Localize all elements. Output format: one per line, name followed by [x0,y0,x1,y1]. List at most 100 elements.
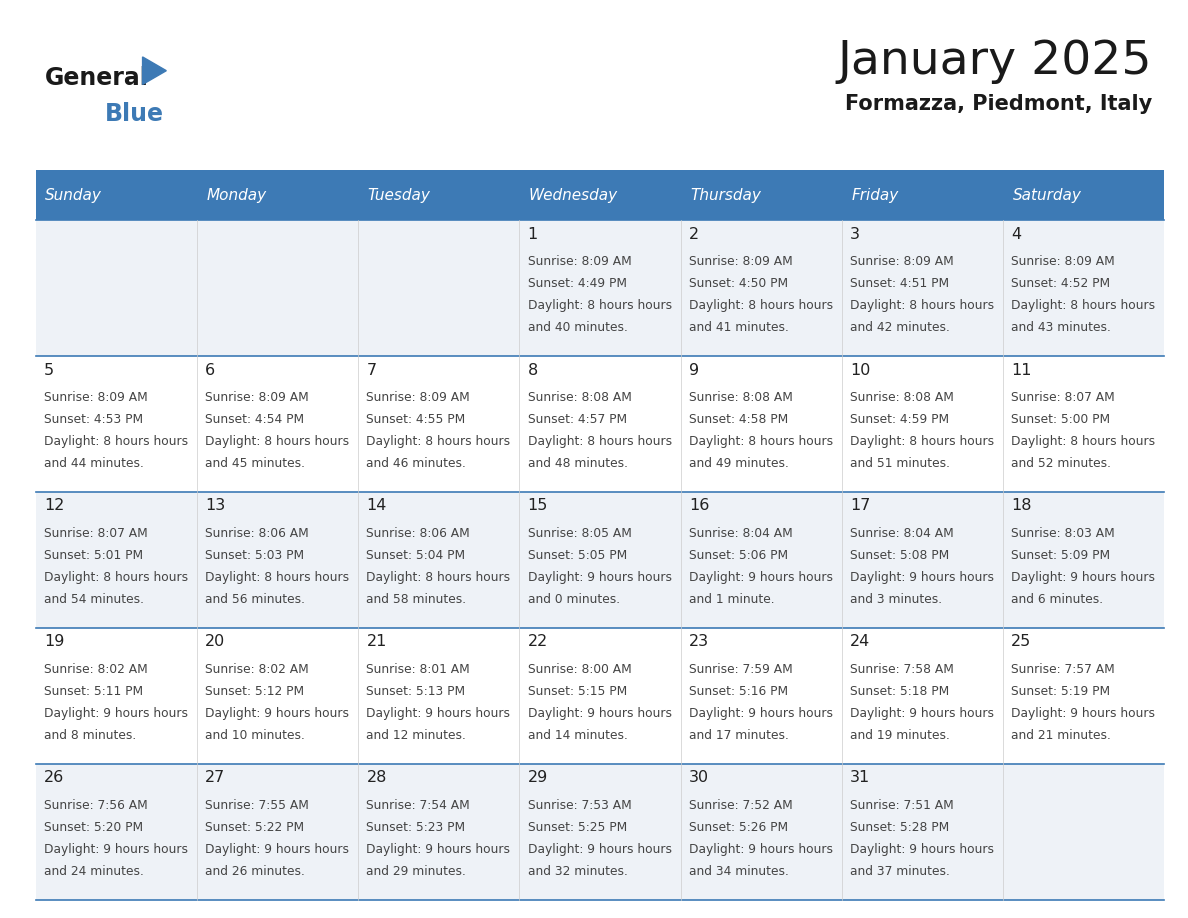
Text: 15: 15 [527,498,548,513]
Text: and 3 minutes.: and 3 minutes. [851,593,942,606]
Text: 6: 6 [206,363,215,377]
FancyBboxPatch shape [1003,356,1164,492]
Text: Sunrise: 8:09 AM: Sunrise: 8:09 AM [366,391,470,404]
Text: Sunrise: 8:09 AM: Sunrise: 8:09 AM [851,255,954,268]
Text: Sunset: 5:12 PM: Sunset: 5:12 PM [206,685,304,698]
Text: Daylight: 9 hours hours: Daylight: 9 hours hours [44,843,188,856]
FancyBboxPatch shape [358,220,519,356]
Text: Sunrise: 8:02 AM: Sunrise: 8:02 AM [44,663,147,676]
Text: Sunrise: 8:06 AM: Sunrise: 8:06 AM [206,527,309,540]
Text: 3: 3 [851,227,860,241]
Text: 16: 16 [689,498,709,513]
Text: Sunrise: 8:07 AM: Sunrise: 8:07 AM [1011,391,1116,404]
Text: 24: 24 [851,634,871,649]
Text: Daylight: 8 hours hours: Daylight: 8 hours hours [206,435,349,448]
Text: 10: 10 [851,363,871,377]
Text: Sunrise: 7:56 AM: Sunrise: 7:56 AM [44,799,147,812]
Text: and 10 minutes.: and 10 minutes. [206,729,305,742]
Text: and 43 minutes.: and 43 minutes. [1011,321,1111,334]
Text: and 56 minutes.: and 56 minutes. [206,593,305,606]
FancyBboxPatch shape [358,628,519,764]
Text: Daylight: 8 hours hours: Daylight: 8 hours hours [44,435,188,448]
Text: 23: 23 [689,634,709,649]
Text: 11: 11 [1011,363,1032,377]
FancyBboxPatch shape [36,628,197,764]
Text: and 41 minutes.: and 41 minutes. [689,321,789,334]
Text: 1: 1 [527,227,538,241]
Text: Sunset: 4:51 PM: Sunset: 4:51 PM [851,277,949,290]
Text: Sunset: 5:20 PM: Sunset: 5:20 PM [44,821,143,834]
Text: Sunrise: 8:09 AM: Sunrise: 8:09 AM [206,391,309,404]
Text: Sunset: 5:15 PM: Sunset: 5:15 PM [527,685,627,698]
Text: Sunrise: 8:06 AM: Sunrise: 8:06 AM [366,527,470,540]
Text: Daylight: 8 hours hours: Daylight: 8 hours hours [1011,299,1156,312]
Text: Daylight: 8 hours hours: Daylight: 8 hours hours [689,435,833,448]
Text: and 37 minutes.: and 37 minutes. [851,865,950,878]
FancyBboxPatch shape [197,628,358,764]
Text: 13: 13 [206,498,226,513]
Text: Sunset: 5:26 PM: Sunset: 5:26 PM [689,821,788,834]
Text: Sunrise: 8:08 AM: Sunrise: 8:08 AM [689,391,792,404]
Text: Sunrise: 7:57 AM: Sunrise: 7:57 AM [1011,663,1116,676]
Text: 21: 21 [366,634,387,649]
Text: Sunrise: 8:04 AM: Sunrise: 8:04 AM [689,527,792,540]
Text: Sunrise: 7:55 AM: Sunrise: 7:55 AM [206,799,309,812]
Text: Sunrise: 8:09 AM: Sunrise: 8:09 AM [527,255,631,268]
Text: Sunset: 5:22 PM: Sunset: 5:22 PM [206,821,304,834]
Text: and 46 minutes.: and 46 minutes. [366,457,466,470]
Text: Daylight: 9 hours hours: Daylight: 9 hours hours [1011,707,1155,720]
Text: 9: 9 [689,363,699,377]
Text: Sunset: 5:25 PM: Sunset: 5:25 PM [527,821,627,834]
Text: 14: 14 [366,498,387,513]
FancyBboxPatch shape [197,220,358,356]
FancyBboxPatch shape [36,170,197,220]
Text: Daylight: 9 hours hours: Daylight: 9 hours hours [689,843,833,856]
Text: Sunset: 5:19 PM: Sunset: 5:19 PM [1011,685,1111,698]
Text: Sunset: 5:03 PM: Sunset: 5:03 PM [206,549,304,562]
Text: Sunrise: 7:51 AM: Sunrise: 7:51 AM [851,799,954,812]
Text: 22: 22 [527,634,548,649]
Text: and 42 minutes.: and 42 minutes. [851,321,950,334]
Text: 4: 4 [1011,227,1022,241]
Text: Daylight: 9 hours hours: Daylight: 9 hours hours [44,707,188,720]
Text: Sunrise: 8:07 AM: Sunrise: 8:07 AM [44,527,147,540]
Text: 18: 18 [1011,498,1032,513]
Text: Sunset: 5:16 PM: Sunset: 5:16 PM [689,685,788,698]
Text: Sunrise: 7:54 AM: Sunrise: 7:54 AM [366,799,470,812]
Text: Daylight: 9 hours hours: Daylight: 9 hours hours [689,571,833,584]
Text: and 0 minutes.: and 0 minutes. [527,593,620,606]
Text: Daylight: 8 hours hours: Daylight: 8 hours hours [366,435,511,448]
Text: Daylight: 8 hours hours: Daylight: 8 hours hours [527,435,671,448]
Text: Daylight: 9 hours hours: Daylight: 9 hours hours [1011,571,1155,584]
Text: and 40 minutes.: and 40 minutes. [527,321,627,334]
Text: 2: 2 [689,227,699,241]
Text: and 14 minutes.: and 14 minutes. [527,729,627,742]
Text: Sunrise: 8:09 AM: Sunrise: 8:09 AM [44,391,147,404]
Text: Sunset: 4:55 PM: Sunset: 4:55 PM [366,413,466,426]
FancyBboxPatch shape [1003,764,1164,900]
Text: and 12 minutes.: and 12 minutes. [366,729,466,742]
Text: and 34 minutes.: and 34 minutes. [689,865,789,878]
FancyBboxPatch shape [197,764,358,900]
Text: January 2025: January 2025 [838,39,1152,84]
Text: Daylight: 9 hours hours: Daylight: 9 hours hours [851,571,994,584]
Text: 17: 17 [851,498,871,513]
Text: 27: 27 [206,770,226,785]
Text: Sunset: 5:09 PM: Sunset: 5:09 PM [1011,549,1111,562]
FancyBboxPatch shape [519,170,681,220]
FancyBboxPatch shape [358,170,519,220]
Text: Daylight: 8 hours hours: Daylight: 8 hours hours [689,299,833,312]
Text: 25: 25 [1011,634,1031,649]
FancyBboxPatch shape [519,764,681,900]
FancyBboxPatch shape [681,628,842,764]
Text: 8: 8 [527,363,538,377]
Text: Daylight: 9 hours hours: Daylight: 9 hours hours [851,707,994,720]
Text: Sunset: 5:01 PM: Sunset: 5:01 PM [44,549,143,562]
Text: Sunrise: 8:09 AM: Sunrise: 8:09 AM [689,255,792,268]
Text: and 48 minutes.: and 48 minutes. [527,457,627,470]
Text: Sunset: 4:59 PM: Sunset: 4:59 PM [851,413,949,426]
Text: Daylight: 8 hours hours: Daylight: 8 hours hours [851,435,994,448]
FancyBboxPatch shape [519,356,681,492]
Text: Sunset: 5:23 PM: Sunset: 5:23 PM [366,821,466,834]
Text: Tuesday: Tuesday [367,187,430,203]
